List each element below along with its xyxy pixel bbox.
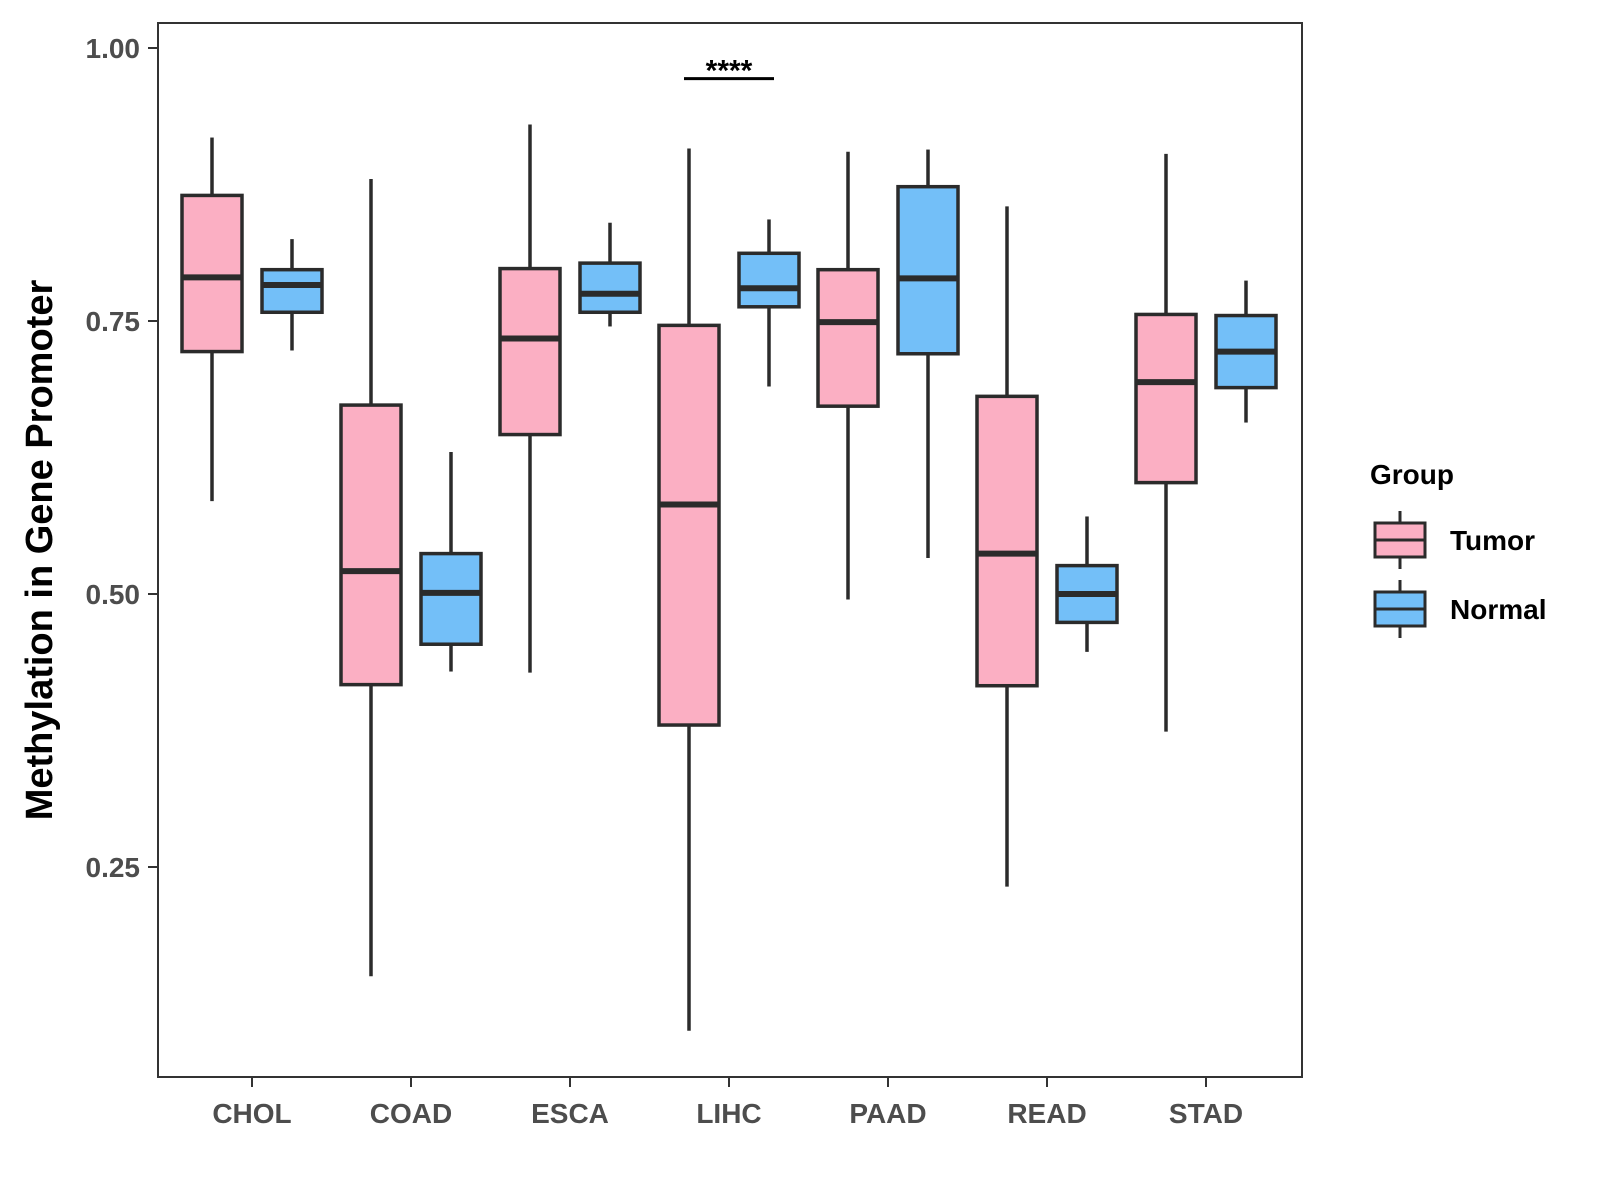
box-normal-stad [1214, 280, 1278, 423]
box-tumor-lihc [657, 148, 721, 1031]
box-iqr [419, 551, 483, 646]
box-iqr [657, 323, 721, 727]
y-tick-label: 1.00 [86, 33, 141, 64]
legend: Group Tumor Normal [1370, 459, 1546, 638]
y-tick-label: 0.25 [86, 852, 141, 883]
boxes-layer [180, 124, 1278, 1031]
legend-title: Group [1370, 459, 1454, 490]
x-tick-label: STAD [1169, 1098, 1243, 1129]
box-normal-coad [419, 452, 483, 672]
box-iqr [180, 193, 244, 354]
box-normal-lihc [737, 219, 801, 387]
significance-label: **** [706, 55, 753, 88]
box-tumor-coad [339, 179, 403, 977]
box-normal-paad [896, 149, 960, 558]
x-tick-label: LIHC [696, 1098, 761, 1129]
box-normal-read [1055, 516, 1119, 652]
x-tick-label: CHOL [212, 1098, 291, 1129]
x-axis: CHOL COAD ESCA LIHC PAAD READ STAD [212, 1077, 1243, 1129]
y-axis: 0.25 0.50 0.75 1.00 [86, 33, 158, 883]
box-tumor-esca [498, 124, 562, 673]
x-tick-label: READ [1007, 1098, 1086, 1129]
legend-item-tumor: Tumor [1373, 511, 1535, 569]
box-tumor-read [975, 206, 1039, 887]
legend-label: Normal [1450, 594, 1546, 625]
x-tick-label: COAD [370, 1098, 452, 1129]
box-iqr [896, 184, 960, 356]
x-tick-label: ESCA [531, 1098, 609, 1129]
box-iqr [816, 267, 880, 408]
box-iqr [578, 261, 642, 315]
box-iqr [1134, 312, 1198, 485]
annotations-layer: **** [684, 55, 774, 88]
y-axis-title: Methylation in Gene Promoter [19, 280, 61, 821]
y-tick-label: 0.75 [86, 306, 141, 337]
box-tumor-stad [1134, 153, 1198, 732]
box-iqr [260, 267, 324, 315]
legend-item-normal: Normal [1373, 580, 1546, 638]
box-normal-chol [260, 239, 324, 351]
box-iqr [737, 251, 801, 309]
box-normal-esca [578, 222, 642, 327]
plot-panel [157, 22, 1303, 1078]
y-tick-label: 0.50 [86, 579, 141, 610]
box-iqr [339, 403, 403, 687]
box-iqr [498, 266, 562, 437]
box-tumor-paad [816, 151, 880, 600]
box-tumor-chol [180, 137, 244, 502]
box-iqr [975, 394, 1039, 688]
x-tick-label: PAAD [849, 1098, 926, 1129]
legend-label: Tumor [1450, 525, 1535, 556]
